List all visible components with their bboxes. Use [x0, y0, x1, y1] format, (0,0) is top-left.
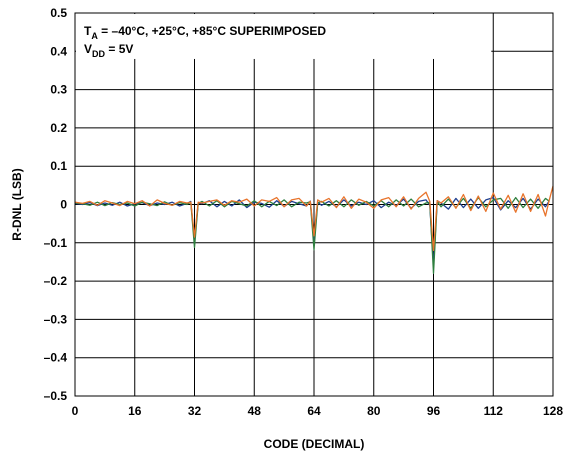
y-tick-label: 0: [60, 198, 67, 212]
series-line-2: [74, 196, 550, 275]
x-tick-label: 80: [367, 404, 381, 418]
x-tick-label: 64: [307, 404, 321, 418]
y-tick-label: –0.5: [44, 389, 68, 403]
y-tick-label: 0.3: [50, 83, 67, 97]
y-tick-label: 0.1: [50, 159, 67, 173]
y-tick-label: 0.2: [50, 121, 67, 135]
x-tick-label: 32: [188, 404, 202, 418]
y-tick-label: –0.3: [44, 312, 68, 326]
y-tick-label: –0.2: [44, 274, 68, 288]
y-axis-label: R-DNL (LSB): [10, 168, 24, 240]
annotation-line-2: VDD = 5V: [84, 42, 133, 59]
y-tick-label: –0.1: [44, 236, 68, 250]
series-layer: [74, 185, 554, 275]
x-tick-label: 128: [543, 404, 563, 418]
x-axis-label: CODE (DECIMAL): [264, 437, 365, 451]
y-tick-label: –0.4: [44, 351, 68, 365]
x-tick-label: 48: [248, 404, 262, 418]
plot-frame: [74, 12, 554, 397]
y-tick-label: 0.4: [50, 44, 67, 58]
series-line-3: [74, 185, 554, 252]
y-tick-label: 0.5: [50, 6, 67, 20]
y-tick-labels: 0.5 0.4 0.3 0.2 0.1 0 –0.1 –0.2 –0.3 –0.4 –0.5: [44, 6, 68, 403]
x-tick-label: 16: [128, 404, 142, 418]
x-tick-labels: 0 16 32 48 64 80 96 112 128: [72, 404, 564, 418]
x-tick-label: 0: [72, 404, 79, 418]
x-tick-label: 96: [427, 404, 441, 418]
annotation-box: TA = –40°C, +25°C, +85°C SUPERIMPOSED VD…: [76, 14, 492, 59]
annotation-line-1: TA = –40°C, +25°C, +85°C SUPERIMPOSED: [84, 24, 326, 41]
x-tick-label: 112: [484, 404, 504, 418]
annotation-background: [76, 14, 492, 59]
